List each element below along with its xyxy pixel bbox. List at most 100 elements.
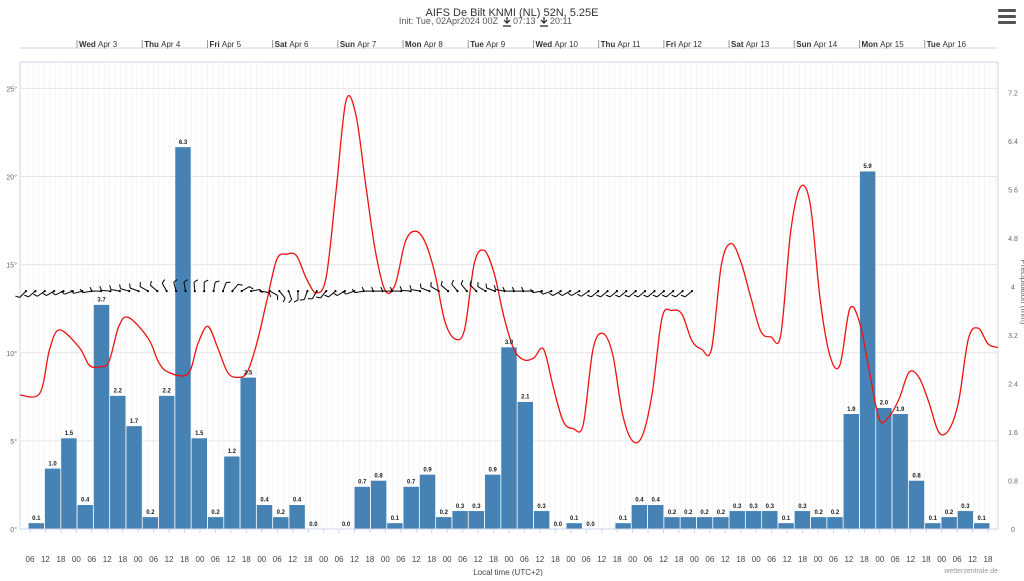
wind-barb [634,287,647,299]
wind-barb [568,287,581,297]
y-left-tick-label: 20° [6,174,17,182]
day-label: Fri Apr 5 [209,40,241,49]
barb-dot [550,290,553,293]
precip-bar [142,517,158,529]
wind-barb [672,287,685,299]
barb-flag [226,281,230,284]
precip-bar [159,396,175,529]
sunrise-time: 07:13 [513,16,536,26]
barb-flag [15,295,19,299]
x-tick-label: 00 [690,555,699,564]
y-right-tick-label: 3.2 [1008,333,1018,340]
precip-value-label: 0.7 [407,480,416,486]
x-tick-label: 00 [319,555,328,564]
x-tick-label: 06 [87,555,96,564]
precip-bar [974,523,990,529]
barb-flag [149,281,153,285]
precip-value-label: 0.4 [81,498,90,504]
x-tick-label: 18 [736,555,745,564]
x-tick-label: 06 [953,555,962,564]
x-tick-label: 00 [134,555,143,564]
precip-value-label: 0.3 [766,504,775,510]
precip-value-label: 0.9 [489,467,498,473]
x-tick-label: 12 [41,555,50,564]
wind-barb [644,287,657,299]
x-tick-label: 06 [211,555,220,564]
barb-flag [485,284,488,288]
x-tick-label: 18 [551,555,560,564]
y-left-tick-label: 5° [10,438,17,446]
precip-bar [811,517,827,529]
precip-bar [941,517,957,529]
precip-value-label: 1.2 [228,449,237,455]
x-tick-label: 00 [814,555,823,564]
x-tick-label: 12 [783,555,792,564]
barb-dot [297,290,299,292]
barb-flag [300,298,304,301]
wind-barb [300,289,309,302]
precip-bar [534,511,550,529]
barb-shaft [29,291,36,297]
barb-flag [450,280,454,284]
x-tick-label: 00 [505,555,514,564]
precip-value-label: 0.3 [749,504,758,510]
x-tick-label: 18 [860,555,869,564]
barb-dot [287,290,290,293]
x-tick-label: 00 [381,555,390,564]
precip-value-label: 0.2 [945,510,954,516]
wind-barb [24,287,37,299]
precip-value-label: 0.4 [260,498,269,504]
precip-value-label: 0.1 [391,516,400,522]
barb-shaft [279,291,285,298]
precip-value-label: 0.2 [211,510,220,516]
x-tick-label: 18 [118,555,127,564]
x-tick-label: 06 [335,555,344,564]
precip-value-label: 0.4 [652,498,661,504]
precip-value-label: 0.0 [342,522,351,528]
barb-shaft [610,291,617,297]
precip-value-label: 0.8 [912,473,921,479]
precip-bar [827,517,843,529]
precip-value-label: 2.5 [244,370,253,376]
x-tick-label: 12 [659,555,668,564]
barb-shaft [251,290,260,292]
barb-flag [625,294,629,298]
barb-shaft [121,289,130,291]
x-axis-bottom: 06 12 18 00 06 12 18 00 06 12 18 00 06 12 18 00 06 12 18 00… [20,529,998,576]
precip-value-label: 0.2 [831,510,840,516]
barb-shaft [411,290,420,292]
precip-bar [289,505,305,529]
precip-bar [224,456,240,529]
y-right-tick-label: 0 [1011,527,1015,534]
barb-flag [138,282,142,286]
precip-bar [648,505,664,529]
precip-bar [28,523,44,529]
barb-dot [194,290,196,292]
x-tick-label: 00 [196,555,205,564]
x-tick-label: 18 [56,555,65,564]
precip-value-label: 0.3 [456,504,465,510]
day-label: Fri Apr 12 [666,40,703,49]
barb-flag [119,284,122,288]
x-tick-label: 12 [165,555,174,564]
precip-value-label: 1.9 [896,407,905,413]
x-tick-label: 18 [180,555,189,564]
barb-flag [308,297,312,301]
barb-flag [215,280,219,283]
wind-barb [325,287,338,299]
precip-bar [436,517,452,529]
credit-text: wetterzentrale.de [944,568,998,575]
barb-flag [316,295,320,299]
barb-flag [33,293,37,297]
precip-bar [208,517,224,529]
x-tick-label: 12 [226,555,235,564]
barb-shaft [629,291,636,297]
precip-bar [664,517,680,529]
chart-menu-button[interactable] [996,6,1018,26]
precip-value-label: 1.0 [48,461,57,467]
x-tick-label: 12 [906,555,915,564]
barb-shaft [304,291,307,299]
x-tick-label: 06 [273,555,282,564]
barb-flag [429,282,433,286]
